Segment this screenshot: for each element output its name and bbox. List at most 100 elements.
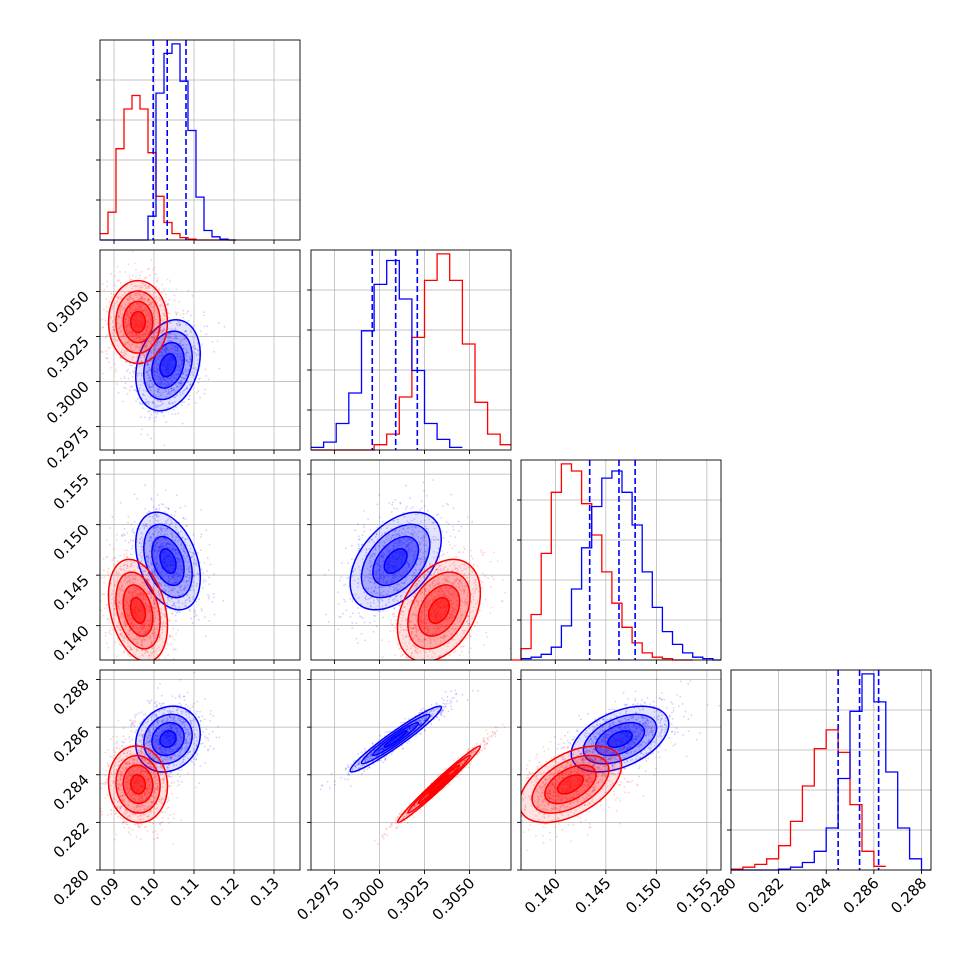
y-tick-label: 0.280 (50, 866, 93, 909)
contour-line (143, 713, 193, 765)
contour-line (360, 523, 431, 599)
contour-line (417, 584, 461, 637)
scatter-panel-3-0 (100, 670, 300, 870)
histogram-0-frame (99, 39, 301, 241)
density-fill (159, 548, 177, 574)
scatter-panel-2-0 (100, 460, 300, 660)
scatter-3-0-frame (99, 669, 301, 871)
contour-line (129, 773, 147, 795)
histogram-line (731, 673, 931, 871)
contour-line (544, 764, 597, 805)
x-tick-label: 0.284 (792, 874, 835, 917)
y-tick-label: 0.2975 (43, 423, 93, 473)
contour-line (151, 341, 185, 389)
density-fill (115, 572, 161, 649)
density-fill (108, 745, 168, 823)
contour-line (521, 745, 623, 824)
y-tick-label: 0.145 (50, 571, 93, 614)
density-fill (159, 730, 177, 748)
density-fill (407, 755, 471, 814)
y-tick-label: 0.282 (50, 819, 93, 862)
y-tick-label: 0.140 (50, 622, 93, 665)
x-tick-label: 0.11 (166, 874, 202, 910)
contour-line (107, 558, 169, 660)
density-fill (143, 331, 193, 400)
x-tick-label: 0.3000 (338, 874, 388, 924)
density-fill (135, 319, 201, 411)
density-fill (583, 714, 657, 764)
contour-line (570, 705, 670, 773)
density-fill (418, 584, 460, 637)
contour-line (531, 754, 610, 814)
contour-line (129, 310, 147, 334)
contour-line (407, 754, 471, 814)
contour-line (427, 773, 451, 795)
x-tick-label: 0.282 (744, 874, 787, 917)
density-fill (384, 730, 408, 748)
contour-line (115, 571, 161, 650)
x-tick-label: 0.288 (887, 874, 930, 917)
density-fill (123, 301, 153, 343)
contour-line (159, 353, 177, 378)
contour-line (115, 754, 161, 814)
scatter-1-0-frame (99, 249, 301, 451)
contour-line (135, 319, 201, 412)
contour-line (407, 571, 471, 650)
density-fill (135, 512, 201, 610)
density-fill (123, 584, 153, 637)
contour-line (607, 730, 633, 749)
density-fill (130, 311, 146, 333)
y-tick-label: 0.3025 (43, 333, 93, 383)
contour-line (396, 745, 482, 824)
contour-line (159, 548, 177, 574)
contour-line (417, 764, 461, 805)
density-fill (108, 280, 168, 364)
contour-line (360, 713, 431, 765)
contour-line (151, 535, 185, 587)
contour-line (122, 584, 154, 637)
histogram-panel-2 (510, 460, 721, 661)
density-fill (361, 714, 430, 764)
scatter-panel-1-0 (100, 250, 300, 450)
density-fill (557, 774, 584, 794)
sample-points (100, 250, 190, 392)
density-fill (108, 559, 168, 660)
sample-points (538, 678, 721, 792)
contour-line (349, 705, 443, 773)
y-tick-label: 0.3000 (43, 378, 93, 428)
histogram-line (311, 259, 463, 449)
density-fill (151, 722, 185, 756)
scatter-3-2-frame (520, 669, 722, 871)
histogram-3-frame (730, 669, 932, 871)
histogram-2-frame (520, 459, 722, 661)
histogram-panel-3 (730, 670, 931, 871)
histogram-1-frame (310, 249, 512, 451)
contour-line (115, 290, 161, 354)
panels (96, 39, 932, 874)
density-fill (428, 774, 450, 794)
x-tick-label: 0.3025 (383, 874, 433, 924)
histogram-panel-1 (311, 250, 511, 451)
x-tick-label: 0.286 (840, 874, 883, 917)
y-tick-label: 0.150 (50, 521, 93, 564)
x-tick-label: 0.13 (246, 874, 282, 910)
contour-line (556, 773, 585, 795)
contour-line (383, 730, 408, 748)
scatter-panel-2-1 (311, 460, 511, 660)
scatter-2-0-frame (99, 459, 301, 661)
x-tick-label: 0.10 (126, 874, 162, 910)
contour-line (594, 721, 646, 757)
density-fill (151, 342, 185, 389)
density-fill (143, 524, 193, 598)
x-tick-label: 0.3050 (429, 874, 479, 924)
density-fill (159, 353, 177, 377)
density-fill (350, 512, 442, 610)
contour-line (383, 548, 408, 574)
y-tick-label: 0.288 (50, 676, 93, 719)
y-tick-label: 0.286 (50, 723, 93, 766)
x-tick-label: 0.140 (521, 874, 564, 917)
scatter-2-1-frame (310, 459, 512, 661)
contour-line (372, 721, 420, 757)
contour-line (427, 596, 451, 625)
